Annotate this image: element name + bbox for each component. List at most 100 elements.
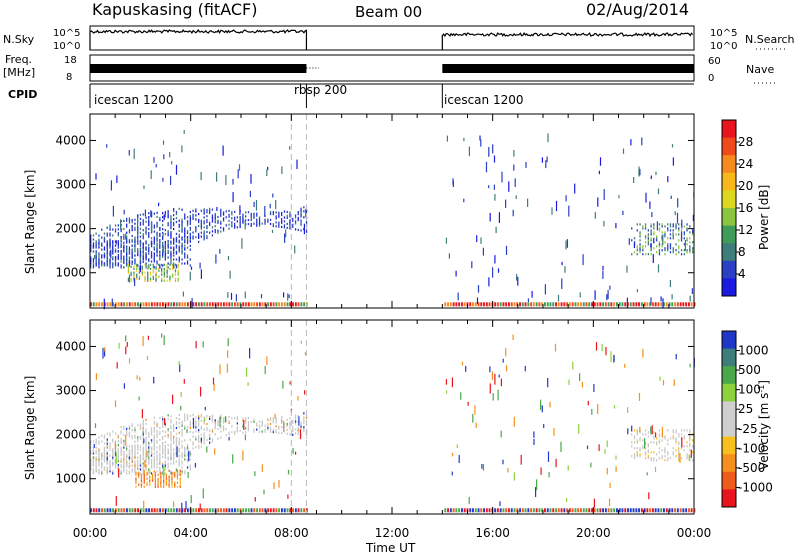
- data-cell: [138, 265, 141, 268]
- data-cell: [173, 208, 175, 211]
- data-cell: [178, 241, 180, 244]
- data-cell: [472, 302, 474, 307]
- data-cell: [203, 238, 205, 241]
- data-cell: [95, 438, 97, 441]
- data-cell: [297, 432, 299, 435]
- data-cell: [143, 438, 145, 444]
- data-cell: [101, 470, 103, 473]
- data-cell: [647, 455, 649, 458]
- data-cell: [136, 263, 138, 266]
- data-cell: [176, 469, 179, 472]
- data-cell: [160, 481, 162, 484]
- data-cell: [286, 214, 288, 217]
- data-cell: [603, 220, 605, 227]
- data-cell: [675, 233, 677, 236]
- data-cell: [127, 265, 130, 268]
- data-cell: [134, 440, 136, 443]
- data-cell: [169, 279, 171, 282]
- data-cell: [222, 419, 225, 422]
- data-cell: [239, 205, 241, 216]
- data-cell: [174, 471, 176, 474]
- data-cell: [150, 466, 153, 469]
- data-cell: [167, 456, 169, 459]
- data-cell: [123, 464, 125, 467]
- data-cell: [675, 441, 677, 444]
- data-cell: [652, 302, 654, 307]
- data-cell: [183, 379, 185, 384]
- data-cell: [148, 433, 150, 437]
- data-cell: [681, 219, 683, 229]
- data-cell: [128, 241, 131, 244]
- data-cell: [275, 211, 277, 214]
- data-cell: [198, 434, 200, 438]
- data-cell: [161, 271, 163, 274]
- data-cell: [139, 248, 142, 251]
- data-cell: [120, 438, 122, 441]
- data-cell: [692, 229, 694, 232]
- data-cell: [139, 468, 142, 471]
- data-cell: [90, 244, 92, 247]
- cpid-markers: [89, 84, 443, 108]
- data-cell: [189, 216, 191, 220]
- power-cbar-tick-label: 24: [738, 157, 753, 171]
- data-cell: [184, 244, 186, 247]
- data-cell: [136, 273, 138, 276]
- data-cell: [170, 431, 172, 434]
- data-cell: [147, 273, 149, 276]
- data-cell: [101, 464, 103, 467]
- data-cell: [103, 446, 106, 449]
- data-cell: [173, 441, 175, 445]
- data-cell: [181, 218, 183, 221]
- data-cell: [226, 363, 228, 373]
- data-cell: [92, 440, 95, 443]
- data-cell: [173, 302, 175, 307]
- data-cell: [261, 464, 263, 473]
- data-cell: [114, 228, 117, 231]
- data-cell: [98, 472, 100, 475]
- data-cell: [137, 456, 139, 459]
- data-cell: [120, 442, 122, 445]
- beam-label: Beam 00: [355, 3, 422, 21]
- data-cell: [181, 246, 183, 249]
- data-cell: [513, 472, 515, 481]
- data-cell: [167, 250, 169, 253]
- data-cell: [142, 244, 144, 247]
- data-cell: [149, 483, 151, 486]
- vel-cbar-swatch: [722, 383, 736, 402]
- data-cell: [95, 254, 97, 257]
- data-cell: [164, 250, 166, 253]
- power-ylabel: Slant Range [km]: [23, 170, 37, 274]
- data-cell: [143, 500, 145, 511]
- freq-trace: [90, 64, 694, 73]
- data-cell: [678, 435, 680, 438]
- data-cell: [117, 240, 119, 243]
- data-cell: [289, 227, 291, 230]
- data-cell: [206, 230, 208, 234]
- data-cell: [200, 413, 202, 416]
- data-cell: [163, 481, 165, 484]
- data-cell: [188, 450, 190, 462]
- data-cell: [90, 258, 92, 261]
- data-cell: [195, 508, 198, 513]
- data-cell: [166, 269, 168, 272]
- data-cell: [281, 420, 283, 423]
- data-cell: [150, 472, 153, 475]
- data-cell: [220, 212, 222, 215]
- data-cell: [138, 473, 140, 476]
- data-cell: [255, 199, 258, 211]
- data-cell: [152, 265, 154, 268]
- data-cell: [189, 438, 191, 441]
- vel-cbar-swatch: [722, 401, 736, 420]
- data-cell: [469, 508, 472, 513]
- data-cell: [186, 466, 189, 469]
- data-cell: [174, 485, 176, 488]
- data-cell: [176, 471, 179, 474]
- data-cell: [189, 236, 191, 239]
- data-cell: [164, 211, 166, 214]
- power-cbar-swatch: [722, 278, 736, 297]
- data-cell: [586, 445, 589, 450]
- data-cell: [650, 233, 652, 236]
- data-cell: [139, 213, 142, 216]
- data-cell: [117, 456, 119, 459]
- data-cell: [170, 472, 172, 475]
